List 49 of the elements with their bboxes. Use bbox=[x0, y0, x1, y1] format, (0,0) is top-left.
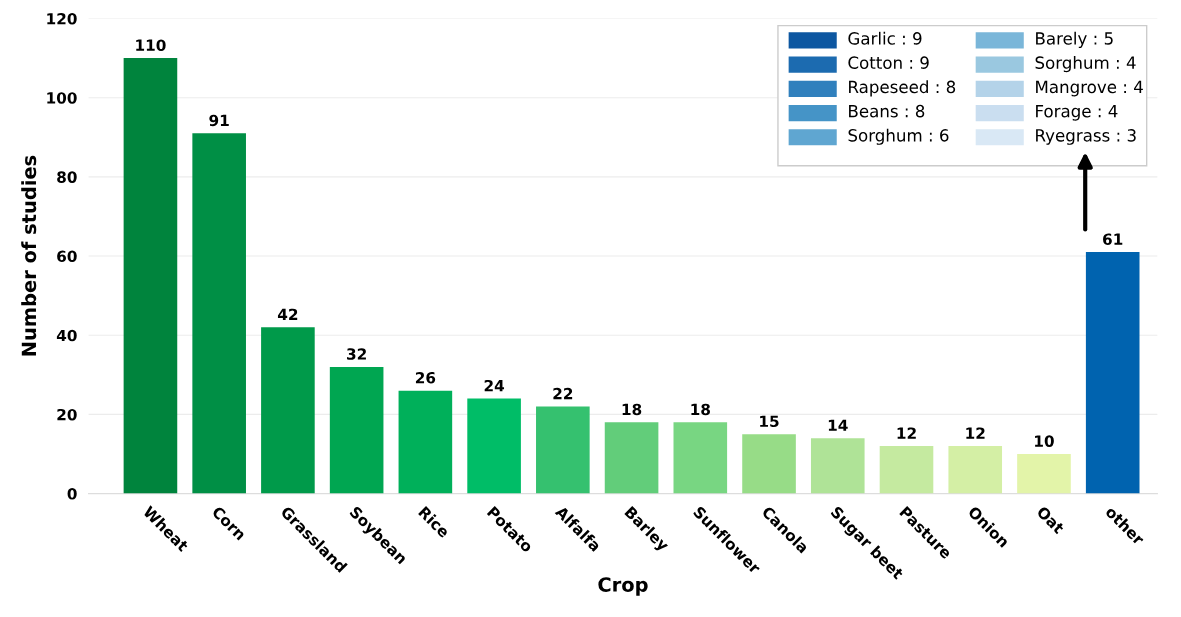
data-label: 110 bbox=[136, 39, 166, 51]
data-label: 12 bbox=[897, 427, 916, 439]
y-tick-label: 100 bbox=[47, 92, 77, 104]
x-axis-title: Crop bbox=[598, 577, 648, 596]
annotation: Ryegrass : 3 bbox=[1036, 129, 1136, 145]
data-label: 24 bbox=[484, 379, 505, 392]
data-label: 91 bbox=[209, 114, 229, 127]
data-label: 12 bbox=[966, 427, 985, 439]
bar bbox=[742, 434, 796, 494]
annotation: Barely : 5 bbox=[1036, 31, 1113, 48]
annotation: Garlic : 9 bbox=[848, 31, 922, 45]
data-label: 22 bbox=[553, 387, 573, 400]
bar bbox=[948, 446, 1003, 494]
bar bbox=[329, 366, 384, 494]
bar bbox=[123, 58, 178, 494]
annotation: Mangrove : 4 bbox=[1036, 80, 1143, 97]
y-axis-title: Number of studies bbox=[21, 155, 37, 356]
data-label: 42 bbox=[277, 308, 298, 320]
bar bbox=[673, 422, 728, 494]
bar bbox=[810, 438, 865, 494]
bar bbox=[192, 133, 246, 494]
data-label: 18 bbox=[622, 403, 642, 416]
data-label: 18 bbox=[691, 403, 710, 416]
data-label: 61 bbox=[1103, 233, 1123, 245]
y-tick-label: 120 bbox=[47, 12, 77, 25]
y-tick-label: 40 bbox=[56, 329, 77, 342]
bar bbox=[261, 327, 315, 494]
annotation: Cotton : 9 bbox=[848, 56, 929, 69]
data-label: 10 bbox=[1035, 435, 1054, 447]
bar bbox=[398, 390, 453, 494]
bar bbox=[536, 406, 590, 494]
data-label: 26 bbox=[415, 371, 436, 384]
bar bbox=[1085, 252, 1140, 494]
data-label: 14 bbox=[828, 419, 848, 431]
y-tick-label: 60 bbox=[57, 250, 77, 263]
annotation: Beans : 8 bbox=[849, 104, 925, 118]
bar bbox=[879, 446, 934, 494]
y-tick-label: 20 bbox=[57, 408, 77, 421]
data-label: 32 bbox=[347, 348, 366, 360]
bar bbox=[604, 422, 659, 494]
annotation: Rapeseed : 8 bbox=[849, 80, 956, 97]
y-tick-label: 0 bbox=[67, 488, 77, 500]
data-label: 15 bbox=[760, 415, 779, 428]
annotation: Forage : 4 bbox=[1036, 105, 1118, 121]
annotation: Sorghum : 4 bbox=[1035, 56, 1136, 73]
bar bbox=[467, 398, 521, 494]
annotation: Sorghum : 6 bbox=[848, 128, 949, 145]
bar bbox=[1017, 454, 1071, 494]
y-tick-label: 80 bbox=[57, 171, 77, 183]
